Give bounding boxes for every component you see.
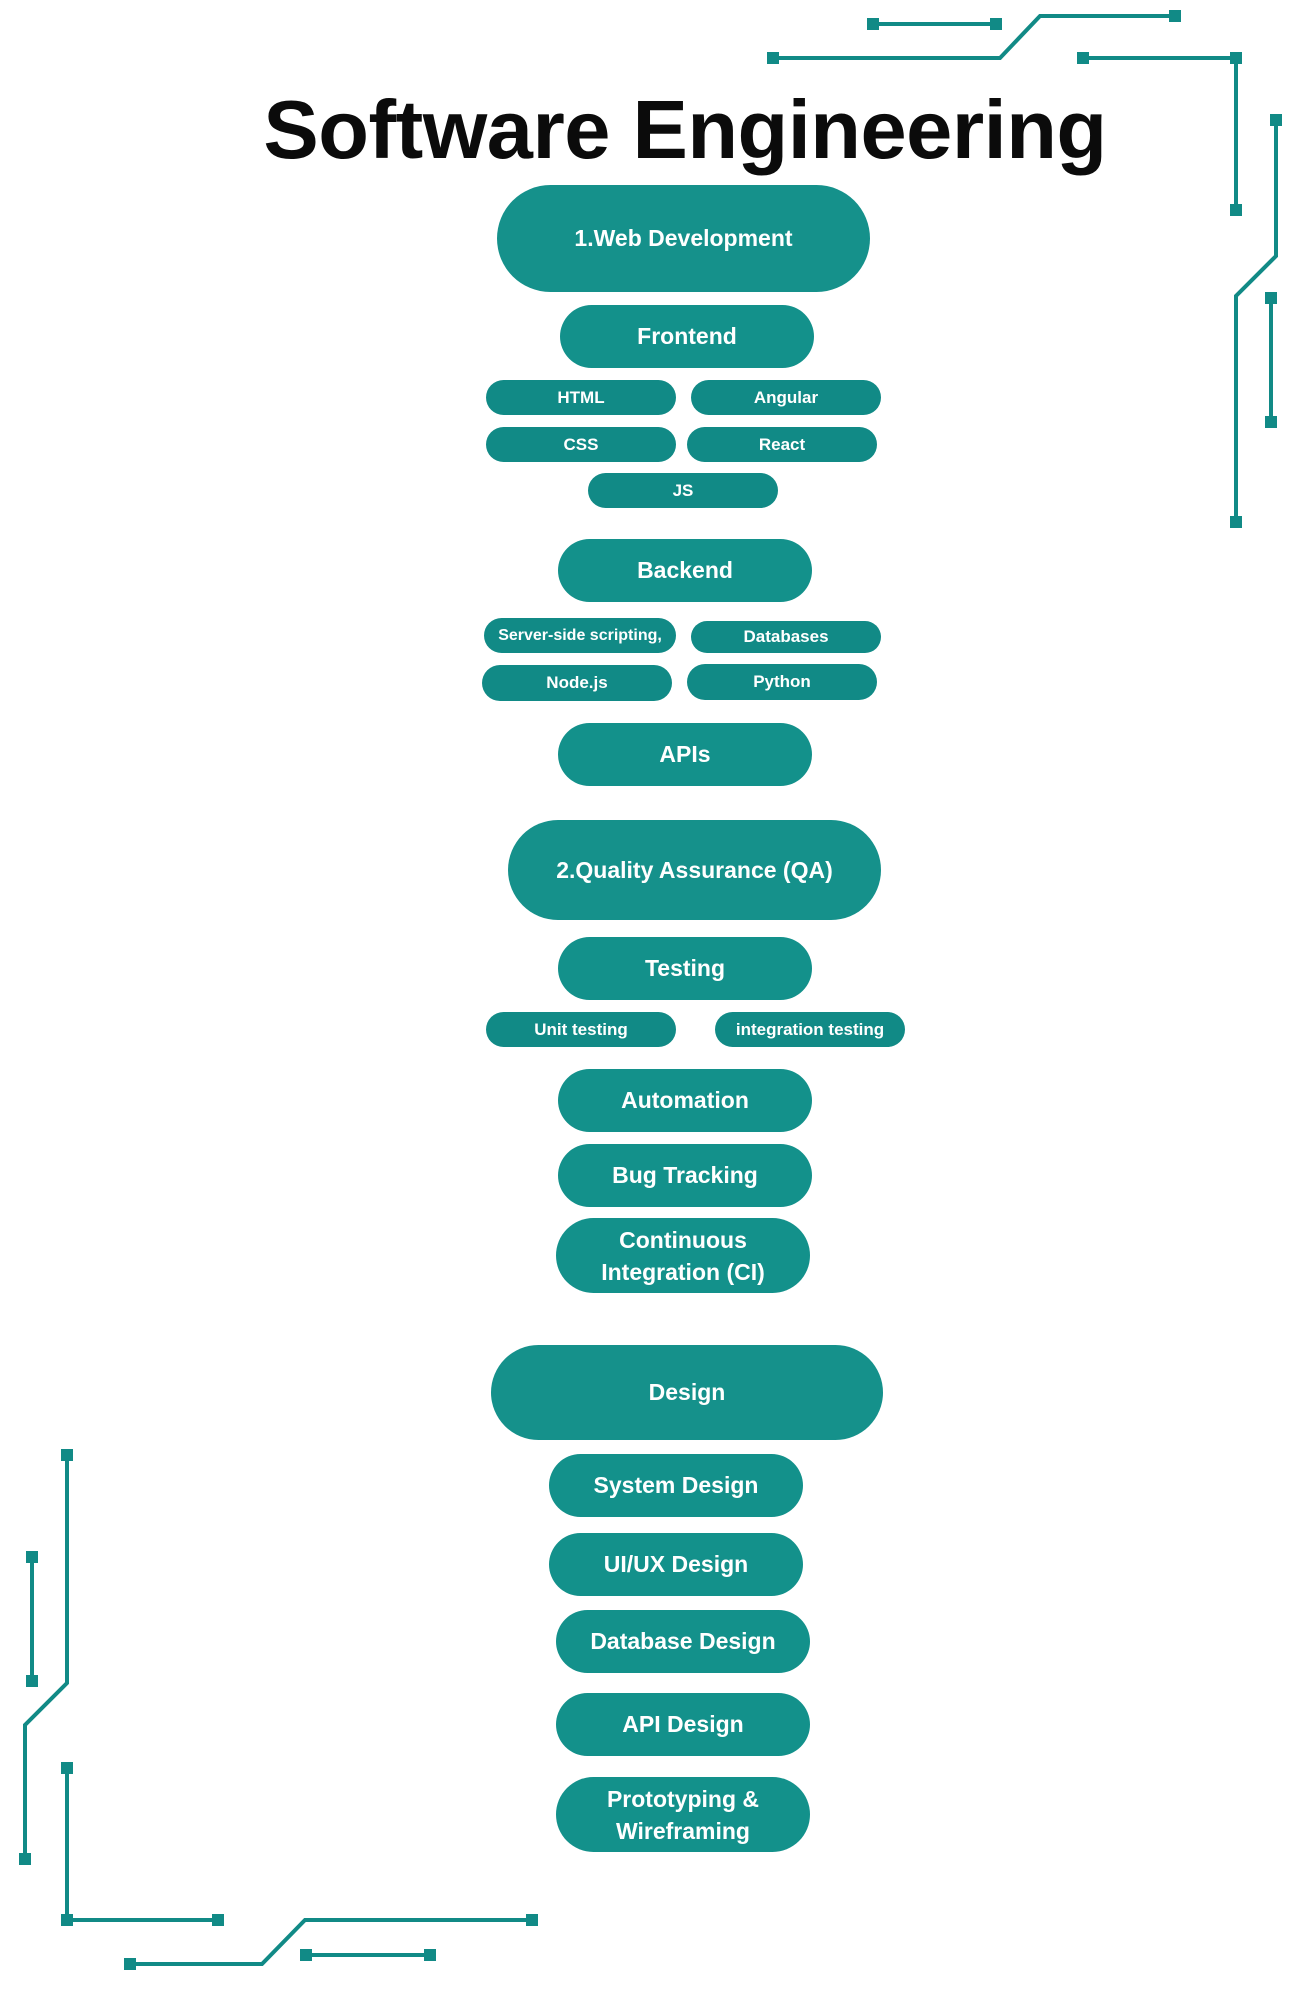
circuit-bottom-left-pads	[19, 1449, 538, 1970]
leaf-unit-testing: Unit testing	[486, 1012, 676, 1047]
leaf-js: JS	[588, 473, 778, 508]
leaf-css: CSS	[486, 427, 676, 462]
node-automation: Automation	[558, 1069, 812, 1132]
leaf-html: HTML	[486, 380, 676, 415]
node-api-design: API Design	[556, 1693, 810, 1756]
node-apis: APIs	[558, 723, 812, 786]
node-bug-tracking: Bug Tracking	[558, 1144, 812, 1207]
leaf-python: Python	[687, 664, 877, 700]
circuit-top-right-pads	[767, 10, 1282, 528]
leaf-nodejs: Node.js	[482, 665, 672, 701]
node-system-design: System Design	[549, 1454, 803, 1517]
node-frontend: Frontend	[560, 305, 814, 368]
page-title: Software Engineering	[263, 83, 1107, 176]
node-backend: Backend	[558, 539, 812, 602]
leaf-angular: Angular	[691, 380, 881, 415]
leaf-databases: Databases	[691, 621, 881, 653]
leaf-integration-testing: integration testing	[715, 1012, 905, 1047]
node-continuous-integration: Continuous Integration (CI)	[556, 1218, 810, 1293]
node-ui-ux-design: UI/UX Design	[549, 1533, 803, 1596]
leaf-react: React	[687, 427, 877, 462]
node-design: Design	[491, 1345, 883, 1440]
node-quality-assurance: 2.Quality Assurance (QA)	[508, 820, 881, 920]
leaf-server-side-scripting: Server-side scripting,	[484, 618, 676, 653]
node-testing: Testing	[558, 937, 812, 1000]
node-database-design: Database Design	[556, 1610, 810, 1673]
node-web-development: 1.Web Development	[497, 185, 870, 292]
circuit-bottom-left	[23, 1455, 532, 1966]
node-prototyping-wireframing: Prototyping & Wireframing	[556, 1777, 810, 1852]
